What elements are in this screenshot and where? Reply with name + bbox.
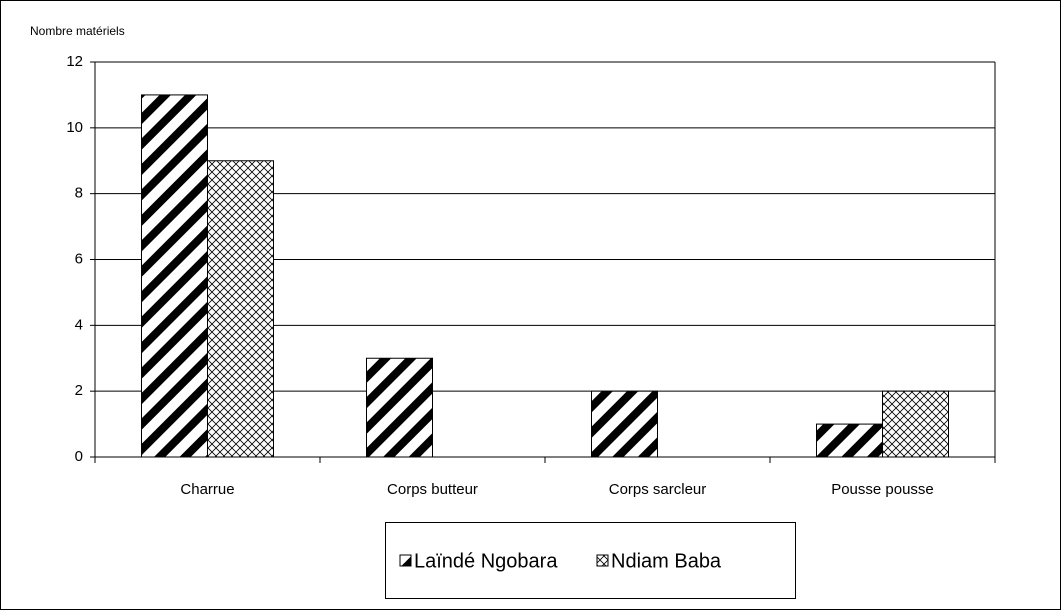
bar [591, 390, 658, 458]
x-tick-label: Corps sarcleur [609, 481, 707, 498]
x-tick-label: Charrue [180, 481, 234, 498]
y-tick-label: 0 [75, 448, 83, 465]
y-tick-label: 8 [75, 185, 83, 202]
bar [141, 94, 208, 458]
x-tick-label: Corps butteur [387, 481, 478, 498]
legend-swatch [399, 554, 412, 567]
legend-label: Laïndé Ngobara [414, 550, 558, 572]
bar [816, 423, 883, 458]
y-tick-label: 2 [75, 382, 83, 399]
legend-label: Ndiam Baba [611, 550, 722, 572]
y-tick-label: 4 [75, 316, 83, 333]
bar [366, 357, 433, 458]
legend-swatch [596, 554, 609, 567]
y-tick-label: 12 [66, 53, 83, 70]
y-axis-label: Nombre matériels [30, 24, 125, 38]
bar [882, 390, 949, 458]
y-tick-label: 10 [66, 119, 83, 136]
legend-box [385, 522, 796, 599]
x-tick-label: Pousse pousse [831, 481, 934, 498]
y-tick-label: 6 [75, 250, 83, 267]
bar [207, 160, 274, 458]
